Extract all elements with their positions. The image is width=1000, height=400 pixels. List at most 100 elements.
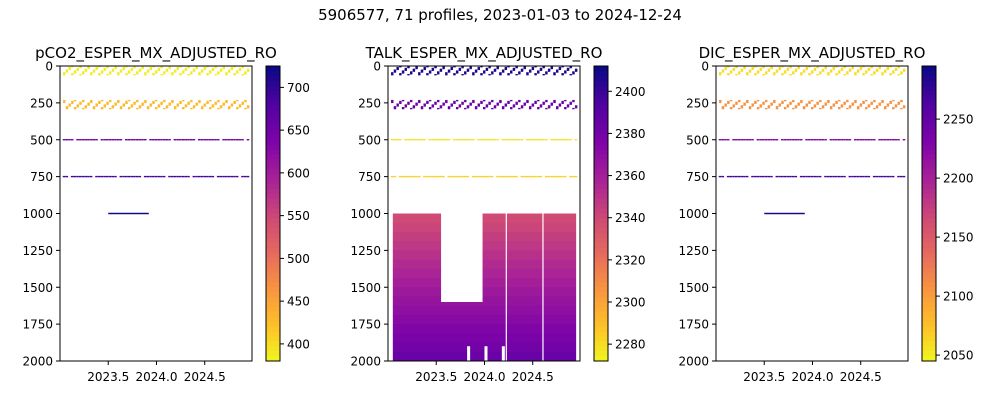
data-segment bbox=[792, 71, 795, 73]
data-segment bbox=[792, 99, 795, 102]
data-segment bbox=[198, 72, 201, 74]
data-segment bbox=[163, 107, 166, 110]
colorbar-tick-label: 2280 bbox=[615, 338, 646, 352]
data-segment bbox=[192, 175, 196, 178]
data-segment bbox=[92, 71, 96, 73]
data-segment bbox=[569, 103, 572, 105]
colorbar-step bbox=[266, 311, 280, 318]
x-tick-label: 2024.5 bbox=[184, 370, 226, 384]
data-segment bbox=[103, 175, 106, 178]
colorbar-step bbox=[922, 243, 936, 249]
colorbar-step bbox=[922, 115, 936, 121]
data-segment bbox=[176, 103, 180, 105]
data-segment bbox=[854, 101, 857, 104]
data-segment bbox=[461, 175, 464, 178]
data-segment bbox=[431, 105, 435, 107]
data-segment bbox=[501, 70, 505, 72]
data-segment bbox=[853, 175, 857, 178]
data-segment bbox=[391, 99, 394, 102]
data-segment bbox=[415, 175, 418, 178]
colorbar-step bbox=[922, 149, 936, 156]
data-segment bbox=[450, 175, 453, 178]
data-segment bbox=[111, 70, 115, 72]
data-segment bbox=[821, 139, 825, 141]
data-segment bbox=[472, 100, 475, 103]
colorbar-step bbox=[266, 228, 280, 234]
colorbar-step bbox=[266, 105, 280, 111]
data-segment bbox=[862, 139, 865, 141]
data-segment bbox=[192, 105, 196, 107]
y-tick-label: 500 bbox=[358, 133, 381, 147]
data-segment bbox=[838, 107, 841, 109]
data-segment bbox=[531, 139, 534, 141]
data-segment bbox=[200, 107, 204, 109]
data-segment bbox=[222, 175, 225, 178]
data-segment bbox=[564, 71, 567, 73]
data-segment bbox=[437, 100, 440, 103]
data-segment bbox=[122, 104, 125, 106]
data-segment bbox=[878, 175, 881, 178]
data-segment bbox=[114, 66, 117, 69]
data-segment bbox=[426, 73, 429, 75]
data-segment bbox=[496, 67, 499, 70]
data-segment bbox=[564, 99, 567, 102]
data-segment bbox=[800, 100, 803, 103]
data-segment bbox=[856, 106, 860, 108]
data-segment bbox=[835, 139, 838, 141]
colorbar-step bbox=[594, 262, 608, 269]
data-segment bbox=[477, 67, 480, 70]
data-segment bbox=[558, 68, 562, 71]
data-segment bbox=[225, 101, 228, 104]
data-segment bbox=[748, 106, 752, 108]
data-segment bbox=[775, 107, 779, 109]
data-segment bbox=[122, 68, 125, 71]
y-tick-label: 0 bbox=[701, 60, 709, 74]
data-segment bbox=[840, 104, 844, 106]
data-segment bbox=[165, 68, 169, 71]
data-segment bbox=[246, 139, 250, 141]
data-segment bbox=[90, 72, 93, 74]
data-segment bbox=[187, 103, 190, 105]
data-segment bbox=[553, 72, 556, 74]
data-segment bbox=[555, 175, 559, 178]
y-tick-label: 1000 bbox=[678, 207, 709, 221]
colorbar-step bbox=[922, 297, 936, 303]
data-segment bbox=[558, 104, 562, 106]
data-segment bbox=[447, 107, 451, 109]
data-segment bbox=[146, 107, 150, 109]
data-segment bbox=[458, 104, 462, 106]
data-segment bbox=[393, 107, 397, 109]
data-segment bbox=[179, 73, 182, 76]
data-segment bbox=[807, 175, 811, 178]
deep-band bbox=[392, 268, 577, 279]
data-segment bbox=[480, 66, 483, 68]
data-segment bbox=[770, 67, 773, 70]
data-segment bbox=[165, 105, 169, 107]
data-segment bbox=[141, 67, 144, 70]
data-segment bbox=[835, 73, 838, 76]
colorbar-step bbox=[922, 351, 936, 357]
data-segment bbox=[813, 69, 817, 71]
data-segment bbox=[157, 139, 161, 141]
colorbar-step bbox=[594, 139, 608, 146]
colorbar-step bbox=[922, 188, 936, 195]
data-segment bbox=[469, 139, 472, 141]
colorbar-step bbox=[922, 184, 936, 190]
data-segment bbox=[87, 66, 90, 69]
data-segment bbox=[117, 73, 120, 76]
data-segment bbox=[483, 72, 486, 74]
data-segment bbox=[542, 102, 545, 104]
data-segment bbox=[884, 107, 887, 110]
data-segment bbox=[875, 69, 879, 71]
x-tick-label: 2024.5 bbox=[512, 370, 554, 384]
data-segment bbox=[729, 99, 733, 102]
data-segment bbox=[881, 73, 884, 75]
data-segment bbox=[875, 68, 879, 71]
data-segment bbox=[542, 101, 545, 104]
data-segment bbox=[393, 106, 397, 108]
colorbar-tick-label: 2380 bbox=[615, 127, 646, 141]
data-segment bbox=[491, 107, 494, 110]
data-segment bbox=[496, 102, 499, 104]
data-segment bbox=[230, 103, 234, 105]
